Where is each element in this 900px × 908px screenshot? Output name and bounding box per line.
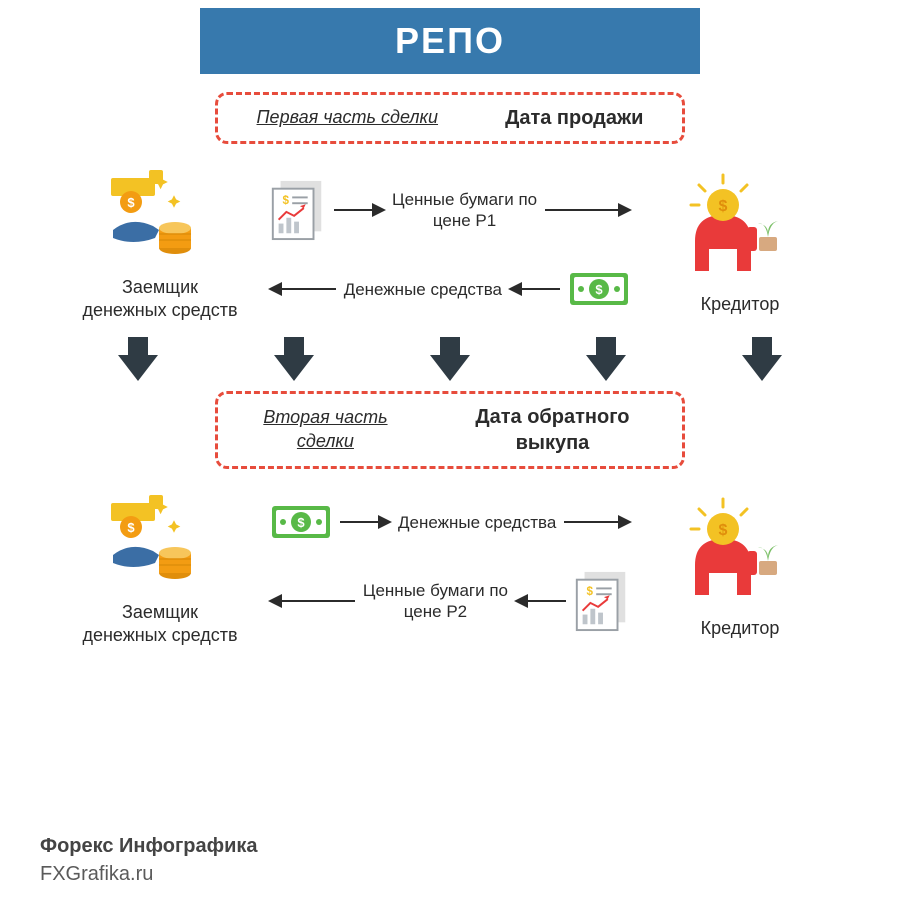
creditor-icon [675,171,805,281]
document-icon [270,179,326,241]
flow1: Заемщик денежных средств Ценные бумаги п… [0,164,900,323]
borrower-icon [105,489,215,589]
creditor-actor-2: Кредитор [640,495,840,640]
flow1-top-row: Ценные бумаги по цене P1 [270,179,630,241]
borrower-label-1: Заемщик денежных средств [82,276,237,323]
borrower-label-2: Заемщик денежных средств [82,601,237,648]
footer: Форекс Инфографика FXGrafika.ru [40,832,258,888]
down-arrow [586,355,626,381]
phase1-right: Дата продажи [505,105,643,131]
flow2: Заемщик денежных средств Денежные средст… [0,489,900,648]
creditor-icon [675,495,805,605]
down-arrow [430,355,470,381]
creditor-label-1: Кредитор [701,293,780,316]
phase2-right: Дата обратного выкупа [443,404,662,456]
phase1-left: Первая часть сделки [257,106,439,129]
money-icon [270,504,332,540]
borrower-actor-1: Заемщик денежных средств [60,164,260,323]
flow2-bottom-row: Ценные бумаги по цене P2 [270,570,630,632]
phase2-left: Вторая часть сделки [238,406,413,453]
down-arrow [118,355,158,381]
flow1-top-label: Ценные бумаги по цене P1 [392,189,537,232]
down-arrows-row [0,323,900,391]
flow2-top-row: Денежные средства [270,504,630,540]
phase2-box: Вторая часть сделки Дата обратного выкуп… [215,391,685,469]
title-banner: РЕПО [200,8,700,74]
creditor-label-2: Кредитор [701,617,780,640]
money-icon [568,271,630,307]
creditor-actor-1: Кредитор [640,171,840,316]
borrower-icon [105,164,215,264]
footer-brand: Форекс Инфографика [40,832,258,860]
flow1-bottom-row: Денежные средства [270,271,630,307]
flow2-top-label: Денежные средства [398,512,556,533]
borrower-actor-2: Заемщик денежных средств [60,489,260,648]
document-icon [574,570,630,632]
down-arrow [742,355,782,381]
phase1-box: Первая часть сделки Дата продажи [215,92,685,144]
flow2-bottom-label: Ценные бумаги по цене P2 [363,580,508,623]
down-arrow [274,355,314,381]
flow1-bottom-label: Денежные средства [344,279,502,300]
footer-site: FXGrafika.ru [40,860,258,888]
